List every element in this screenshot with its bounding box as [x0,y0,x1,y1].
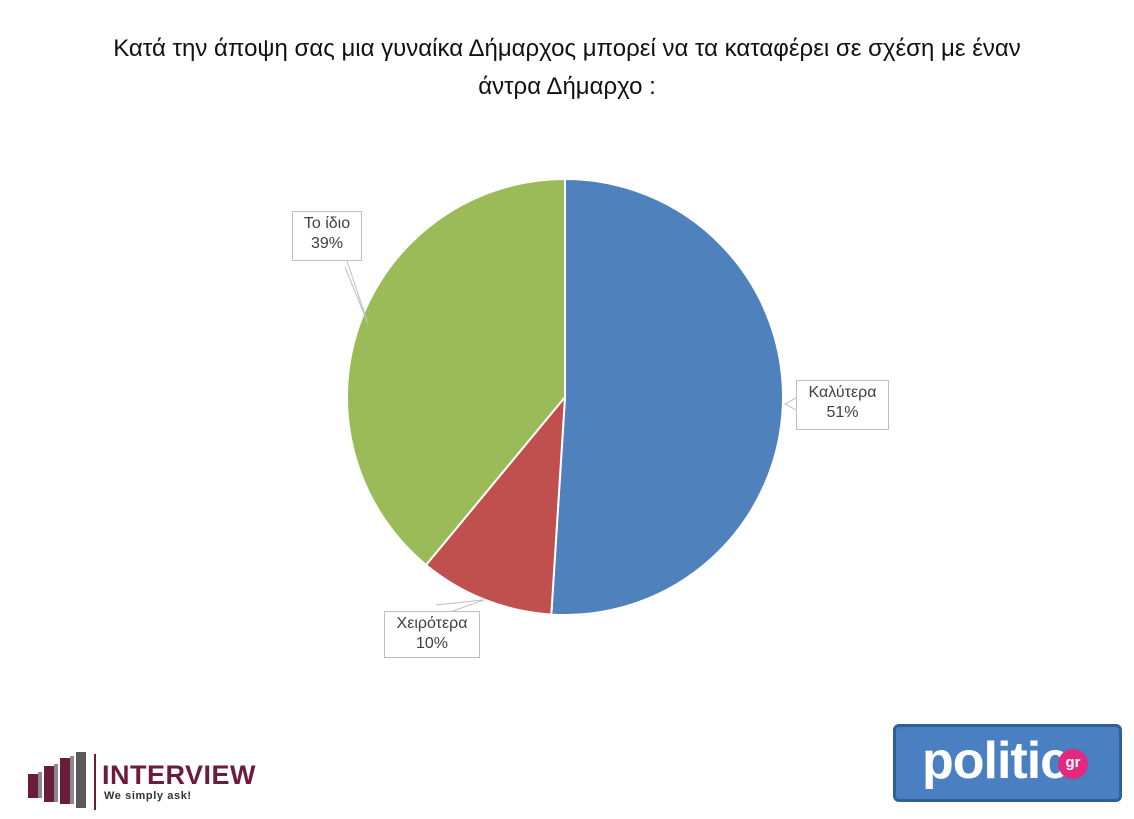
politic-wordmark: politic [922,732,1069,790]
callout-kalytera: Καλύτερα 51% [796,380,889,430]
interview-bars-icon [28,752,86,808]
callout-to-idio-value: 39% [310,235,344,252]
interview-wordmark: INTERVIEW [102,760,257,790]
politic-gr-badge: gr [1058,749,1088,779]
callout-xeirotera-value: 10% [415,635,449,652]
callout-pointer-0 [783,397,797,411]
callout-kalytera-value: 51% [826,404,859,421]
interview-logo: INTERVIEW We simply ask! [24,748,284,812]
chart-title-line-1: Κατά την άποψη σας μια γυναίκα Δήμαρχος … [113,35,1021,62]
interview-tagline: We simply ask! [104,790,192,802]
interview-divider [94,754,96,810]
callout-xeirotera-label: Χειρότερα [396,615,468,632]
chart-title: Κατά την άποψη σας μια γυναίκα Δήμαρχος … [0,30,1134,106]
callout-pointer-2 [344,254,369,324]
callout-xeirotera: Χειρότερα 10% [384,611,480,658]
chart-title-line-2: άντρα Δήμαρχο : [478,73,656,100]
callout-to-idio-label: Το ίδιο [303,215,351,232]
politic-logo: politic gr [893,724,1122,802]
pie-slice-2 [346,177,566,567]
pie-slice-0 [550,177,784,616]
callout-to-idio: Το ίδιο 39% [292,211,362,261]
callout-kalytera-label: Καλύτερα [808,384,877,401]
